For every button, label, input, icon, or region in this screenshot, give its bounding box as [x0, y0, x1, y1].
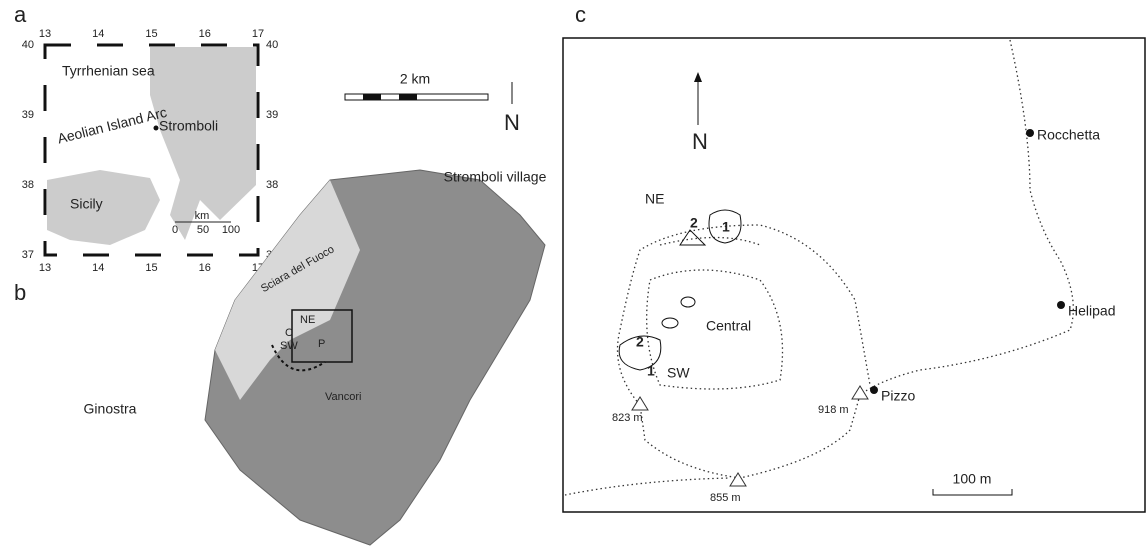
lon-tick-label: 14 [92, 28, 104, 40]
vent-label: 2 [690, 215, 698, 231]
crater-rim [271, 344, 326, 372]
peak-marker [631, 396, 649, 411]
lon-tick-label: 13 [39, 262, 51, 274]
scale-label: 2 km [400, 71, 430, 87]
lon-tick-label: 13 [39, 28, 51, 40]
scale-bar-seg [363, 94, 381, 100]
north-label: N [692, 129, 708, 154]
crater-label: SW [667, 365, 690, 381]
lon-tick-label: 16 [199, 28, 211, 40]
panel-label: c [575, 2, 586, 27]
island-label: Stromboli [159, 118, 218, 134]
panel-label: a [14, 2, 27, 27]
scale-label: 100 m [953, 471, 992, 487]
scale-tick-label: 0 [172, 224, 178, 236]
lat-tick-label: 39 [22, 109, 34, 121]
stromboli-dot [153, 125, 159, 131]
peak-marker [729, 472, 747, 487]
crater-label: SW [280, 340, 298, 352]
crater-label: P [318, 338, 325, 350]
place-label: Vancori [325, 391, 361, 403]
map-frame [562, 37, 1146, 513]
italy [150, 47, 256, 240]
lon-tick-label: 15 [145, 28, 157, 40]
crater-label: C [285, 327, 293, 339]
vent-ne1 [708, 209, 742, 244]
crater-label: NE [645, 191, 664, 207]
site-dot [870, 386, 878, 394]
place-label: Pizzo [881, 388, 915, 404]
scale-unit: km [195, 210, 210, 222]
place-label: Rocchetta [1037, 127, 1100, 143]
lat-tick-label: 38 [266, 179, 278, 191]
trail [564, 477, 731, 496]
crater-label: NE [300, 314, 315, 326]
place-label: Stromboli village [444, 169, 547, 185]
lat-tick-label: 40 [266, 39, 278, 51]
lon-tick-label: 17 [252, 28, 264, 40]
vent-sw [618, 335, 662, 371]
lat-tick-label: 38 [22, 179, 34, 191]
vent-label: 1 [647, 363, 655, 379]
scale-bar-seg [399, 94, 417, 100]
contour [646, 269, 784, 390]
vent-label: 2 [636, 334, 644, 350]
contour [659, 236, 761, 246]
place-label: Ginostra [84, 401, 137, 417]
vent-label: 1 [722, 219, 730, 235]
lon-tick-label: 14 [92, 262, 104, 274]
place-label: Helipad [1068, 303, 1115, 319]
lon-tick-label: 15 [145, 262, 157, 274]
scale-tick-label: 50 [197, 224, 209, 236]
north-label: N [504, 110, 520, 135]
scale-bar [932, 489, 1013, 496]
sicily-land [47, 170, 160, 245]
site-dot [1026, 129, 1034, 137]
peak-label: 918 m [818, 404, 849, 416]
scale-tick-label: 100 [222, 224, 240, 236]
vent-central [680, 296, 696, 308]
lat-tick-label: 39 [266, 109, 278, 121]
trail [616, 39, 1074, 479]
crater-label: Central [706, 318, 751, 334]
peak-marker [851, 385, 869, 400]
lon-tick-label: 16 [199, 262, 211, 274]
panel-label: b [14, 280, 26, 305]
vent-ne2 [679, 229, 707, 246]
sciara-slope [215, 180, 360, 400]
lat-tick-label: 40 [22, 39, 34, 51]
peak-label: 823 m [612, 412, 643, 424]
sea-label: Tyrrhenian sea [62, 63, 155, 79]
vent-central [661, 317, 679, 329]
lat-tick-label: 37 [22, 249, 34, 261]
crater-box [291, 309, 353, 363]
site-dot [1057, 301, 1065, 309]
peak-label: 855 m [710, 492, 741, 504]
north-arrowhead [694, 72, 702, 82]
sicily-label: Sicily [70, 196, 103, 212]
